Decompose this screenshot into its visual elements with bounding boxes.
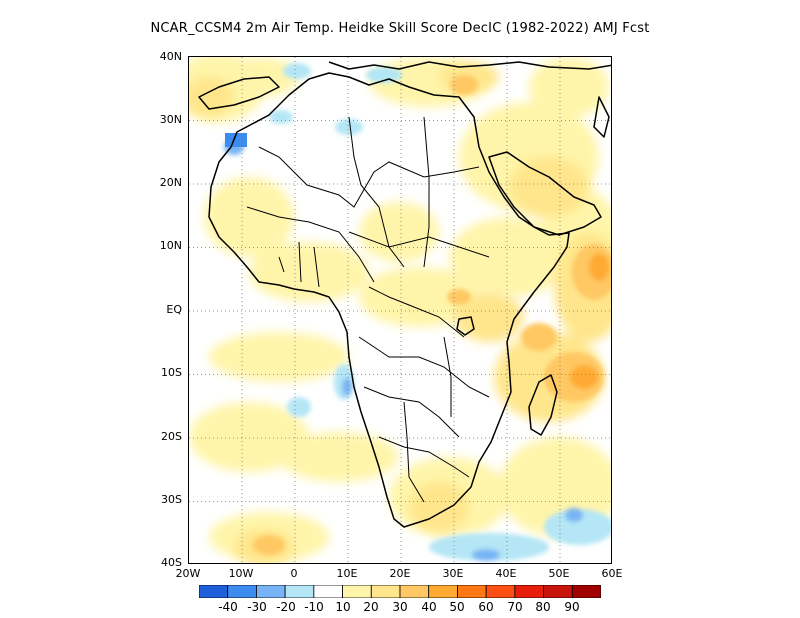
colorbar-label-40: 40 (421, 600, 437, 614)
colorbar-label-90: 90 (564, 600, 580, 614)
lon-label-10w: 10W (228, 567, 254, 580)
lon-label-50e: 50E (548, 567, 570, 580)
coastlines (198, 61, 611, 528)
colorbar-swatch-11 (514, 585, 544, 598)
colorbar-label-30: 30 (392, 600, 408, 614)
lat-label-10n: 10N (159, 239, 182, 252)
country-borders (246, 116, 490, 503)
map-panel (188, 56, 612, 564)
colorbar-label-20: 20 (363, 600, 379, 614)
colorbar-swatch-7 (399, 585, 430, 598)
chart-title: NCAR_CCSM4 2m Air Temp. Heidke Skill Sco… (150, 21, 650, 36)
colorbar-swatch-4 (313, 585, 343, 598)
colorbar-label-70: 70 (507, 600, 523, 614)
colorbar-label-neg20: -20 (276, 600, 296, 614)
lon-label-20e: 20E (389, 567, 411, 580)
lat-label-10s: 10S (161, 366, 182, 379)
lon-label-10e: 10E (336, 567, 358, 580)
map-svg (189, 57, 611, 563)
lat-label-40s: 40S (161, 556, 182, 569)
colorbar-swatch-3 (284, 585, 315, 598)
colorbar-label-80: 80 (535, 600, 551, 614)
lat-label-20n: 20N (159, 176, 182, 189)
colorbar-label-10: 10 (335, 600, 351, 614)
lon-label-20w: 20W (175, 567, 201, 580)
colorbar-label-neg40: -40 (218, 600, 238, 614)
colorbar-label-50: 50 (449, 600, 465, 614)
colorbar-swatch-1 (227, 585, 257, 598)
lat-label-40n: 40N (159, 50, 182, 63)
lon-label-0: 0 (290, 567, 298, 580)
colorbar-swatch-0 (199, 585, 229, 598)
colorbar-label-60: 60 (478, 600, 494, 614)
colorbar-swatch-13 (571, 585, 601, 598)
colorbar-swatch-10 (485, 585, 516, 598)
colorbar-label-neg10: -10 (304, 600, 324, 614)
graticule (189, 57, 611, 563)
colorbar-label-neg30: -30 (247, 600, 267, 614)
lat-label-30s: 30S (161, 493, 182, 506)
colorbar (199, 585, 601, 598)
colorbar-swatch-6 (370, 585, 401, 598)
lon-label-40e: 40E (495, 567, 517, 580)
lon-label-30e: 30E (442, 567, 464, 580)
lat-label-20s: 20S (161, 430, 182, 443)
colorbar-swatch-5 (342, 585, 372, 598)
colorbar-swatch-9 (457, 585, 487, 598)
colorbar-swatch-2 (256, 585, 286, 598)
lon-label-60e: 60E (601, 567, 623, 580)
colorbar-swatch-8 (428, 585, 458, 598)
skill-score-field (189, 57, 611, 563)
lat-label-eq: EQ (166, 303, 182, 316)
lat-label-30n: 30N (159, 113, 182, 126)
colorbar-swatch-12 (543, 585, 573, 598)
